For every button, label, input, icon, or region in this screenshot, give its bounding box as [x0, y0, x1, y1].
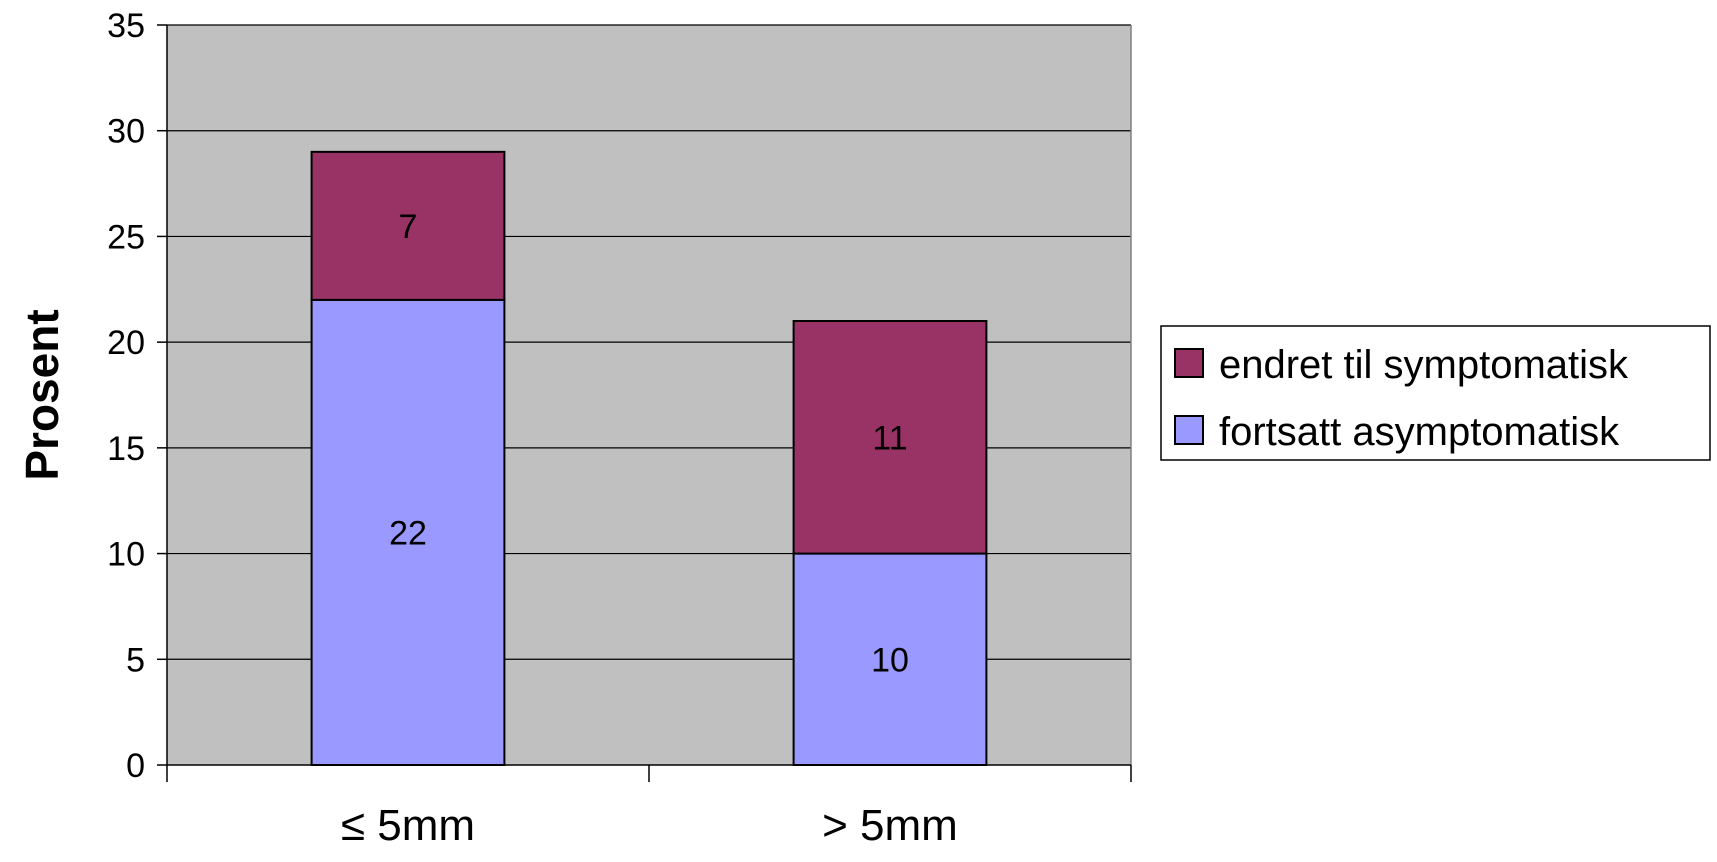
bar-segment	[310, 298, 506, 766]
bar-segment	[792, 552, 988, 766]
y-tick-label: 15	[107, 430, 145, 468]
bar-segment	[310, 150, 506, 301]
y-tick-label: 20	[107, 324, 145, 362]
y-tick-label: 0	[126, 747, 145, 785]
legend-label: fortsatt asymptomatisk	[1219, 410, 1620, 454]
data-label: 22	[389, 514, 427, 552]
x-tick-labels: ≤ 5mm > 5mm	[341, 801, 958, 850]
data-labels: 22 7 10 11	[389, 208, 909, 679]
x-tick-label: ≤ 5mm	[341, 801, 475, 850]
y-tick-labels: 0 5 10 15 20 25 30 35	[107, 7, 145, 785]
x-tick-label: > 5mm	[822, 801, 958, 850]
legend-swatch	[1174, 415, 1204, 445]
y-tick-label: 30	[107, 113, 145, 151]
y-tick-label: 10	[107, 536, 145, 574]
y-axis-label: Prosent	[16, 309, 68, 480]
legend-swatch	[1174, 348, 1204, 378]
data-label: 10	[871, 641, 909, 679]
y-tick-label: 35	[107, 7, 145, 45]
y-tick-label: 5	[126, 641, 145, 679]
y-tick-label: 25	[107, 218, 145, 256]
legend-box	[1160, 325, 1711, 461]
axes	[157, 24, 1132, 782]
data-label: 7	[399, 208, 418, 246]
legend-label: endret til symptomatisk	[1219, 343, 1629, 387]
bar-segment	[792, 320, 988, 555]
legend: endret til symptomatisk fortsatt asymptom…	[1160, 325, 1711, 461]
bars	[310, 150, 988, 766]
data-label: 11	[872, 419, 907, 457]
